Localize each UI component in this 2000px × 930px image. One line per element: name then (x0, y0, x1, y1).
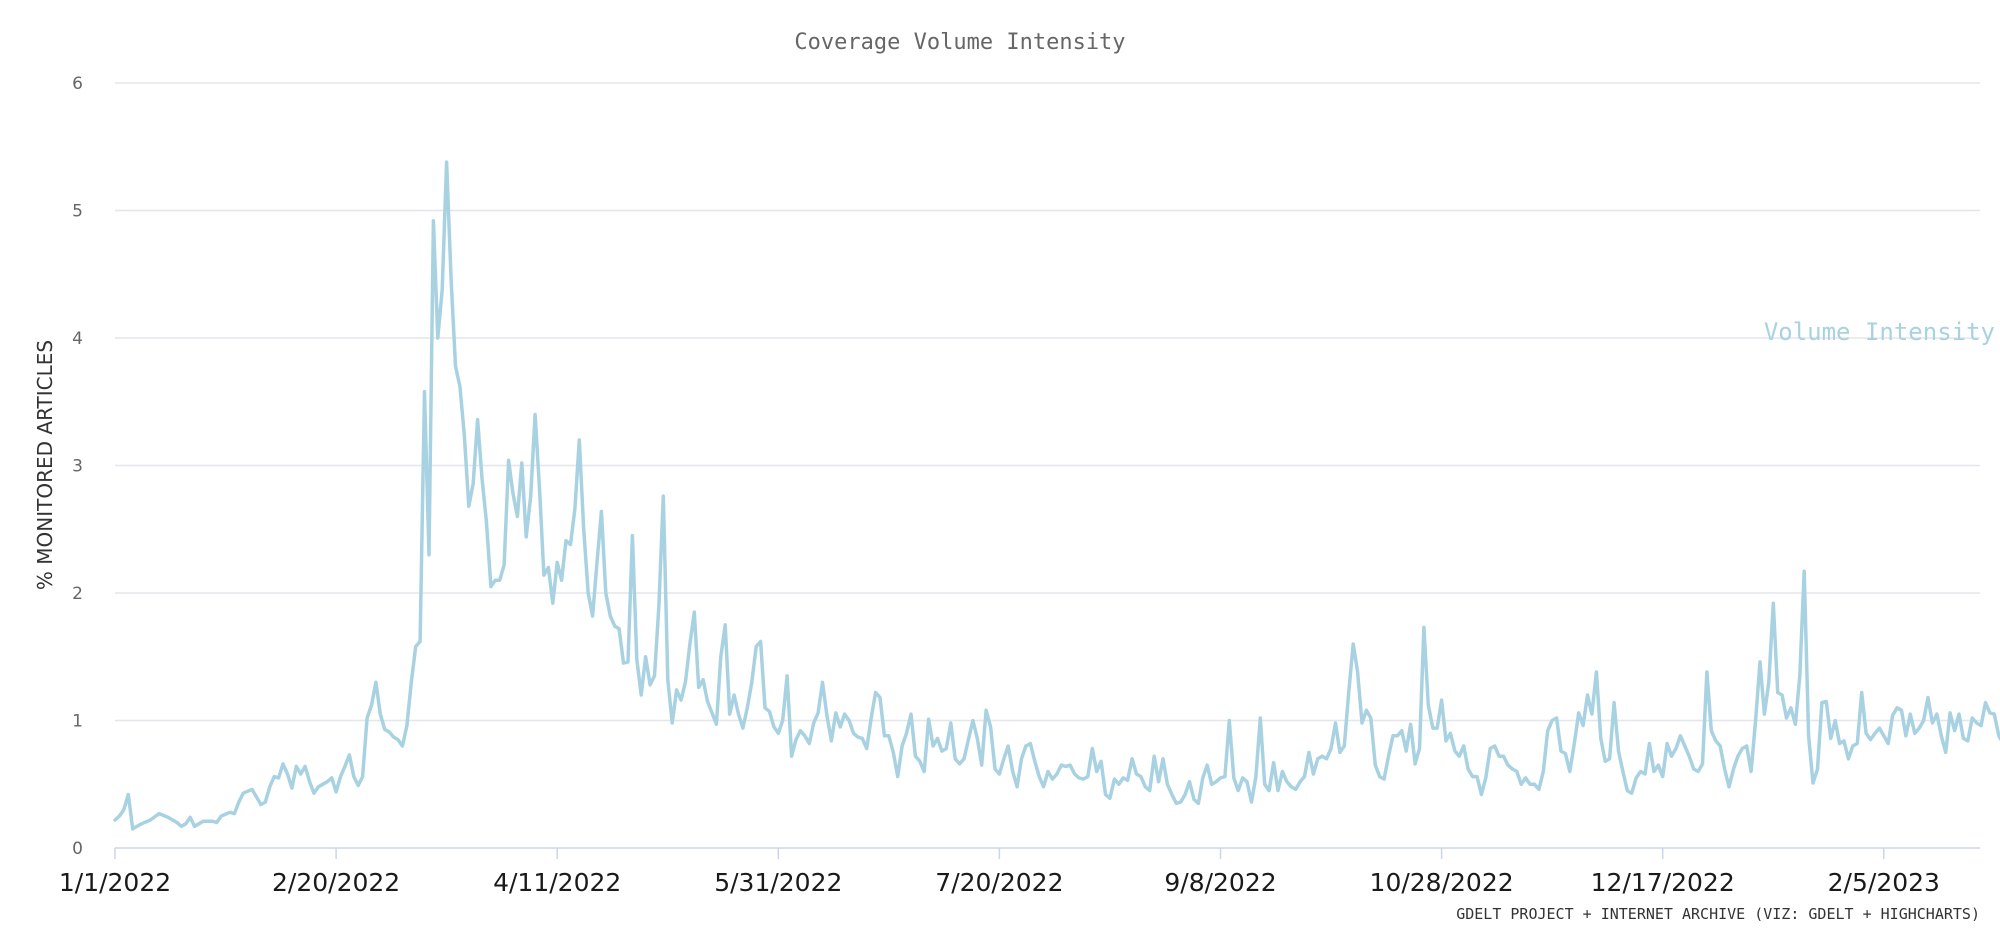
x-tick-label-4: 7/20/2022 (935, 868, 1063, 897)
y-tick-label-5: 5 (72, 202, 83, 222)
x-tick-label-3: 5/31/2022 (714, 868, 842, 897)
chart-title: Coverage Volume Intensity (794, 30, 1125, 55)
y-tick-label-0: 0 (72, 839, 83, 859)
y-tick-label-1: 1 (72, 712, 83, 732)
series-label-volume-intensity: Volume Intensity (1764, 318, 1995, 346)
x-tick-label-7: 12/17/2022 (1591, 868, 1735, 897)
y-tick-label-2: 2 (72, 584, 83, 604)
x-tick-label-8: 2/5/2023 (1828, 868, 1940, 897)
y-tick-label-4: 4 (72, 329, 83, 349)
x-tick-label-2: 4/11/2022 (493, 868, 621, 897)
y-tick-label-3: 3 (72, 457, 83, 477)
x-tick-label-6: 10/28/2022 (1370, 868, 1514, 897)
y-axis-label: % MONITORED ARTICLES (33, 340, 57, 590)
y-axis-ticks: 0 1 2 3 4 5 6 (72, 74, 83, 859)
x-tick-label-5: 9/8/2022 (1164, 868, 1276, 897)
x-tick-label-0: 1/1/2022 (59, 868, 171, 897)
x-tick-label-1: 2/20/2022 (272, 868, 400, 897)
y-tick-label-6: 6 (72, 74, 83, 94)
gridlines (115, 82, 1980, 722)
series-line-volume-intensity (113, 160, 2000, 831)
chart-credit: GDELT PROJECT + INTERNET ARCHIVE (VIZ: G… (1456, 905, 1980, 923)
x-axis-ticks: 1/1/2022 2/20/2022 4/11/2022 5/31/2022 7/20/… (59, 848, 1940, 897)
